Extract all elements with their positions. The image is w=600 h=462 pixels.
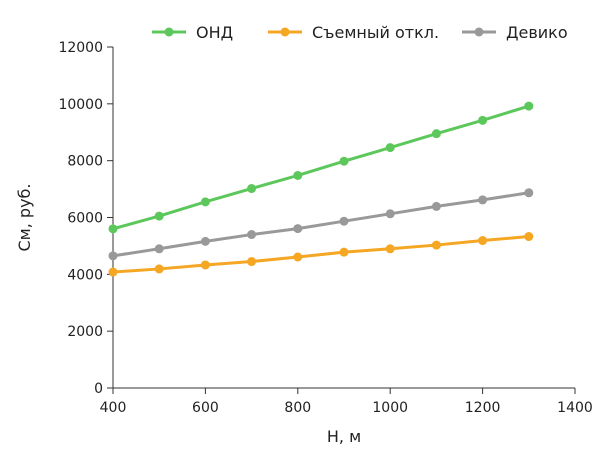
data-point (293, 170, 303, 180)
y-tick-label: 12000 (58, 40, 103, 56)
data-point (385, 244, 395, 254)
x-tick-label: 600 (192, 400, 219, 416)
series-line (112, 191, 530, 258)
y-tick-label: 2000 (67, 324, 103, 340)
data-point (154, 264, 164, 274)
legend-item: ОНД (152, 23, 233, 42)
data-point (200, 197, 210, 207)
data-point (154, 211, 164, 221)
data-point (431, 240, 441, 250)
y-axis-title: Cм, руб. (15, 184, 34, 252)
series-layer (108, 101, 534, 277)
x-tick-label: 1200 (465, 400, 501, 416)
legend-label: Съемный откл. (312, 23, 439, 42)
legend-item: Съемный откл. (268, 23, 439, 42)
series-3 (108, 188, 534, 261)
x-tick-label: 1000 (372, 400, 408, 416)
x-tick-label: 1400 (557, 400, 593, 416)
data-point (478, 236, 488, 246)
data-point (293, 252, 303, 262)
data-point (478, 115, 488, 125)
x-tick-label: 400 (100, 400, 127, 416)
data-point (524, 232, 534, 242)
legend-item: Девико (462, 23, 568, 42)
y-tick-label: 10000 (58, 97, 103, 113)
data-point (200, 260, 210, 270)
data-point (431, 129, 441, 139)
data-point (154, 244, 164, 254)
data-point (108, 267, 118, 277)
data-point (247, 257, 257, 267)
x-axis-title: H, м (327, 427, 361, 446)
legend: ОНД Съемный откл. Девико (152, 23, 568, 42)
data-point (385, 143, 395, 153)
series-line (112, 104, 530, 231)
data-point (339, 156, 349, 166)
data-point (200, 236, 210, 246)
data-point (385, 209, 395, 219)
data-point (247, 230, 257, 240)
ticks: 0 2000 4000 6000 8000 10000 12000 400 600 800 1000… (58, 40, 592, 416)
data-point (247, 184, 257, 194)
legend-swatch-marker (474, 27, 484, 37)
y-tick-label: 4000 (67, 267, 103, 283)
data-point (108, 224, 118, 234)
x-tick-label: 800 (284, 400, 311, 416)
data-point (339, 247, 349, 257)
legend-swatch-marker (280, 27, 290, 37)
legend-swatch-marker (164, 27, 174, 37)
data-point (108, 251, 118, 261)
data-point (293, 224, 303, 234)
data-point (524, 188, 534, 198)
legend-label: ОНД (196, 23, 233, 42)
y-tick-label: 6000 (67, 211, 103, 227)
series-1 (108, 101, 534, 234)
y-tick-label: 0 (94, 381, 103, 397)
data-point (478, 195, 488, 205)
y-tick-label: 8000 (67, 154, 103, 170)
legend-label: Девико (506, 23, 568, 42)
data-point (431, 201, 441, 211)
data-point (339, 216, 349, 226)
data-point (524, 101, 534, 111)
series-2 (108, 232, 534, 277)
series-line (112, 235, 529, 274)
